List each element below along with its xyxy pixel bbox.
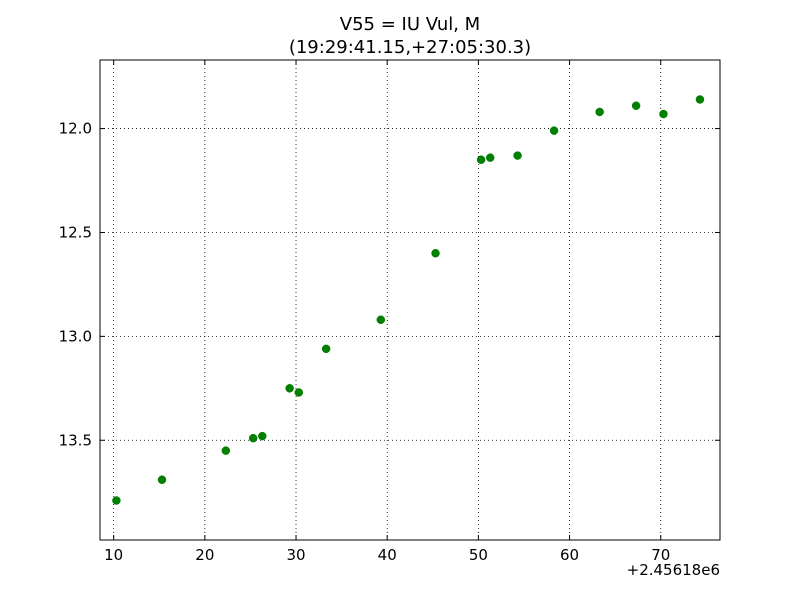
axis-ticks: 10 20 30 40 50 60 70 12.0 12.5 13.0 13.5: [59, 60, 720, 564]
x-tick-label: 60: [560, 546, 579, 564]
x-tick-label: 50: [469, 546, 488, 564]
data-point: [476, 155, 486, 164]
data-point: [258, 431, 267, 441]
data-point: [157, 475, 167, 484]
data-point: [221, 446, 231, 455]
data-point: [695, 95, 705, 104]
data-point: [431, 248, 440, 258]
plot-frame: [99, 59, 721, 541]
data-point: [294, 388, 304, 397]
x-tick-label: 40: [378, 546, 397, 564]
data-point: [112, 496, 121, 505]
y-tick-label: 12.5: [59, 223, 92, 241]
data-point: [285, 384, 294, 393]
x-tick-label: 10: [104, 546, 123, 564]
y-tick-label: 13.5: [59, 431, 92, 449]
data-point: [248, 433, 258, 443]
data-point: [321, 344, 331, 354]
chart-title-line2: (19:29:41.15,+27:05:30.3): [289, 37, 531, 58]
x-tick-label: 20: [195, 546, 214, 564]
x-tick-label: 70: [651, 546, 670, 564]
data-point: [376, 315, 386, 324]
data-point: [513, 151, 522, 160]
data-points: [112, 95, 705, 505]
grid: [100, 60, 720, 540]
x-tick-label: 30: [286, 546, 305, 564]
data-point: [631, 101, 641, 110]
x-offset-label: +2.45618e6: [627, 561, 720, 579]
y-tick-label: 13.0: [59, 327, 92, 345]
data-point: [595, 107, 604, 117]
chart-title-line1: V55 = IU Vul, M: [340, 14, 480, 35]
data-point: [659, 109, 668, 119]
y-tick-label: 12.0: [59, 120, 92, 138]
data-point: [485, 153, 495, 162]
data-point: [549, 126, 559, 135]
